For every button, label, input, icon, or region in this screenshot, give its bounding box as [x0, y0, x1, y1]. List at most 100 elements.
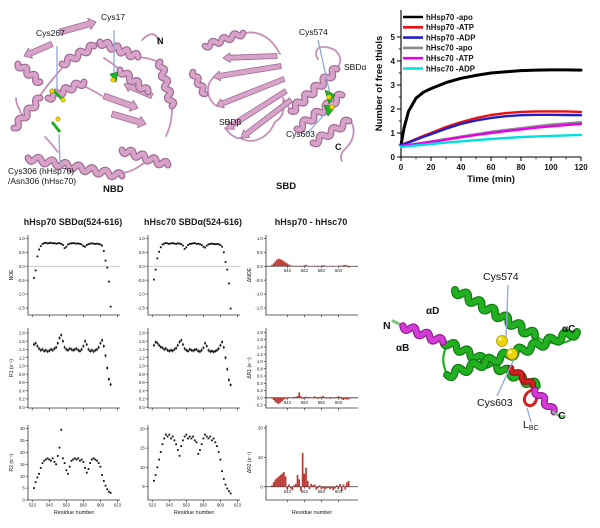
- svg-text:40: 40: [457, 163, 466, 172]
- svg-text:0.6: 0.6: [257, 374, 264, 379]
- zoom-n-terminus-label: N: [383, 320, 391, 332]
- svg-text:0.2: 0.2: [257, 388, 264, 393]
- svg-text:Residue number: Residue number: [174, 510, 215, 516]
- svg-text:603: 603: [335, 489, 343, 494]
- svg-text:-0.2: -0.2: [255, 403, 263, 408]
- svg-text:1.6: 1.6: [19, 339, 26, 344]
- svg-text:563: 563: [301, 489, 309, 494]
- relaxation-title-hsc70: hHsc70 SBDα(524-616): [143, 217, 243, 227]
- svg-text:-0.5: -0.5: [137, 278, 145, 283]
- svg-text:100: 100: [544, 163, 558, 172]
- svg-text:20: 20: [427, 163, 436, 172]
- svg-text:1.0: 1.0: [257, 236, 264, 241]
- svg-text:NOE: NOE: [9, 269, 15, 281]
- svg-text:0: 0: [22, 498, 25, 503]
- svg-text:1.2: 1.2: [19, 355, 26, 360]
- svg-text:0: 0: [391, 153, 396, 162]
- svg-text:0: 0: [399, 163, 404, 172]
- svg-text:1.0: 1.0: [257, 359, 264, 364]
- svg-text:563: 563: [301, 268, 309, 273]
- zoom-cys603-label: Cys603: [477, 397, 513, 409]
- svg-text:Number of free thiols: Number of free thiols: [374, 36, 385, 132]
- zoom-helix-d-label: αD: [426, 306, 440, 317]
- svg-text:1.2: 1.2: [257, 352, 264, 357]
- svg-text:1.0: 1.0: [139, 236, 146, 241]
- svg-text:0.0: 0.0: [139, 264, 146, 269]
- svg-text:523: 523: [29, 503, 37, 508]
- sbd-cys603-label: Cys603: [286, 129, 315, 139]
- svg-text:0.0: 0.0: [139, 405, 146, 410]
- svg-text:hHsc70 -apo: hHsc70 -apo: [426, 44, 473, 53]
- svg-text:0.2: 0.2: [19, 397, 26, 402]
- svg-text:ΔR2 (s⁻¹): ΔR2 (s⁻¹): [247, 452, 253, 474]
- svg-text:4: 4: [391, 57, 396, 66]
- nbd-caption: NBD: [103, 184, 124, 195]
- sbda-zoom-structure-illustration: [391, 284, 581, 423]
- svg-text:hHsp70 -apo: hHsp70 -apo: [426, 13, 473, 22]
- svg-text:ΔR1 (s⁻¹): ΔR1 (s⁻¹): [247, 357, 253, 379]
- svg-text:0.0: 0.0: [257, 395, 264, 400]
- svg-text:20: 20: [20, 450, 25, 455]
- nbd-cys306-label-line2: /Asn306 (hHsc70): [8, 176, 77, 186]
- zoom-helix-b-label: αB: [396, 343, 410, 354]
- relaxation-title-hsp70: hHsp70 SBDα(524-616): [23, 217, 123, 227]
- svg-text:-1.5: -1.5: [17, 306, 25, 311]
- svg-text:hHsp70 -ATP: hHsp70 -ATP: [426, 23, 474, 32]
- svg-text:563: 563: [183, 503, 191, 508]
- svg-text:543: 543: [284, 400, 292, 405]
- svg-text:623: 623: [114, 503, 122, 508]
- relaxation-title-difference: hHsp70 - hHsc70: [274, 217, 348, 227]
- svg-text:60: 60: [487, 163, 496, 172]
- svg-text:20: 20: [258, 426, 263, 431]
- svg-text:Time (min): Time (min): [467, 174, 515, 185]
- svg-text:1.0: 1.0: [19, 236, 26, 241]
- svg-text:603: 603: [97, 503, 105, 508]
- svg-text:603: 603: [217, 503, 225, 508]
- svg-text:1.4: 1.4: [257, 345, 264, 350]
- nbd-structure-illustration: [10, 17, 178, 181]
- svg-text:0.4: 0.4: [19, 388, 26, 393]
- svg-text:15: 15: [140, 446, 145, 451]
- svg-text:0.5: 0.5: [139, 250, 146, 255]
- svg-text:1.6: 1.6: [257, 337, 264, 342]
- nbd-cys267-label: Cys267: [36, 28, 65, 38]
- svg-text:1.4: 1.4: [139, 347, 146, 352]
- svg-text:0.2: 0.2: [139, 397, 146, 402]
- svg-text:1.4: 1.4: [19, 347, 26, 352]
- svg-text:Residue number: Residue number: [292, 510, 333, 516]
- svg-text:10: 10: [140, 465, 145, 470]
- svg-text:hHsc70 -ADP: hHsc70 -ADP: [426, 64, 475, 73]
- svg-text:1.8: 1.8: [19, 331, 26, 336]
- zoom-helix-c-label: αC: [562, 324, 576, 335]
- svg-text:10: 10: [20, 474, 25, 479]
- svg-text:hHsc70 -ATP: hHsc70 -ATP: [426, 54, 474, 63]
- svg-text:0.0: 0.0: [19, 264, 26, 269]
- svg-text:583: 583: [200, 503, 208, 508]
- svg-text:-1.0: -1.0: [255, 292, 263, 297]
- svg-text:3: 3: [391, 81, 396, 90]
- svg-text:10: 10: [258, 455, 263, 460]
- svg-text:0.4: 0.4: [139, 388, 146, 393]
- svg-text:603: 603: [335, 268, 343, 273]
- svg-text:-1.0: -1.0: [17, 292, 25, 297]
- svg-text:0: 0: [260, 484, 263, 489]
- svg-text:-1.0: -1.0: [137, 292, 145, 297]
- svg-text:-1.5: -1.5: [255, 306, 263, 311]
- svg-text:1.8: 1.8: [257, 330, 264, 335]
- svg-text:543: 543: [284, 489, 292, 494]
- svg-text:543: 543: [284, 268, 292, 273]
- svg-text:-0.5: -0.5: [17, 278, 25, 283]
- svg-text:1: 1: [391, 129, 396, 138]
- relaxation-plots-grid: 1.0 0.5 0.0 -0.5 -1.0 -1.5 NOE 1.0 0.5 0.0 -0.5 -1.…: [9, 235, 358, 516]
- svg-text:2: 2: [391, 105, 396, 114]
- svg-text:0.5: 0.5: [19, 250, 26, 255]
- svg-text:R2 (s⁻¹): R2 (s⁻¹): [9, 453, 15, 471]
- svg-text:583: 583: [318, 400, 326, 405]
- sbd-c-terminus-label: C: [335, 142, 342, 152]
- svg-text:R1 (s⁻¹): R1 (s⁻¹): [9, 359, 15, 377]
- svg-text:5: 5: [22, 486, 25, 491]
- svg-text:Residue number: Residue number: [54, 510, 95, 516]
- svg-text:30: 30: [20, 426, 25, 431]
- svg-text:1.2: 1.2: [139, 355, 146, 360]
